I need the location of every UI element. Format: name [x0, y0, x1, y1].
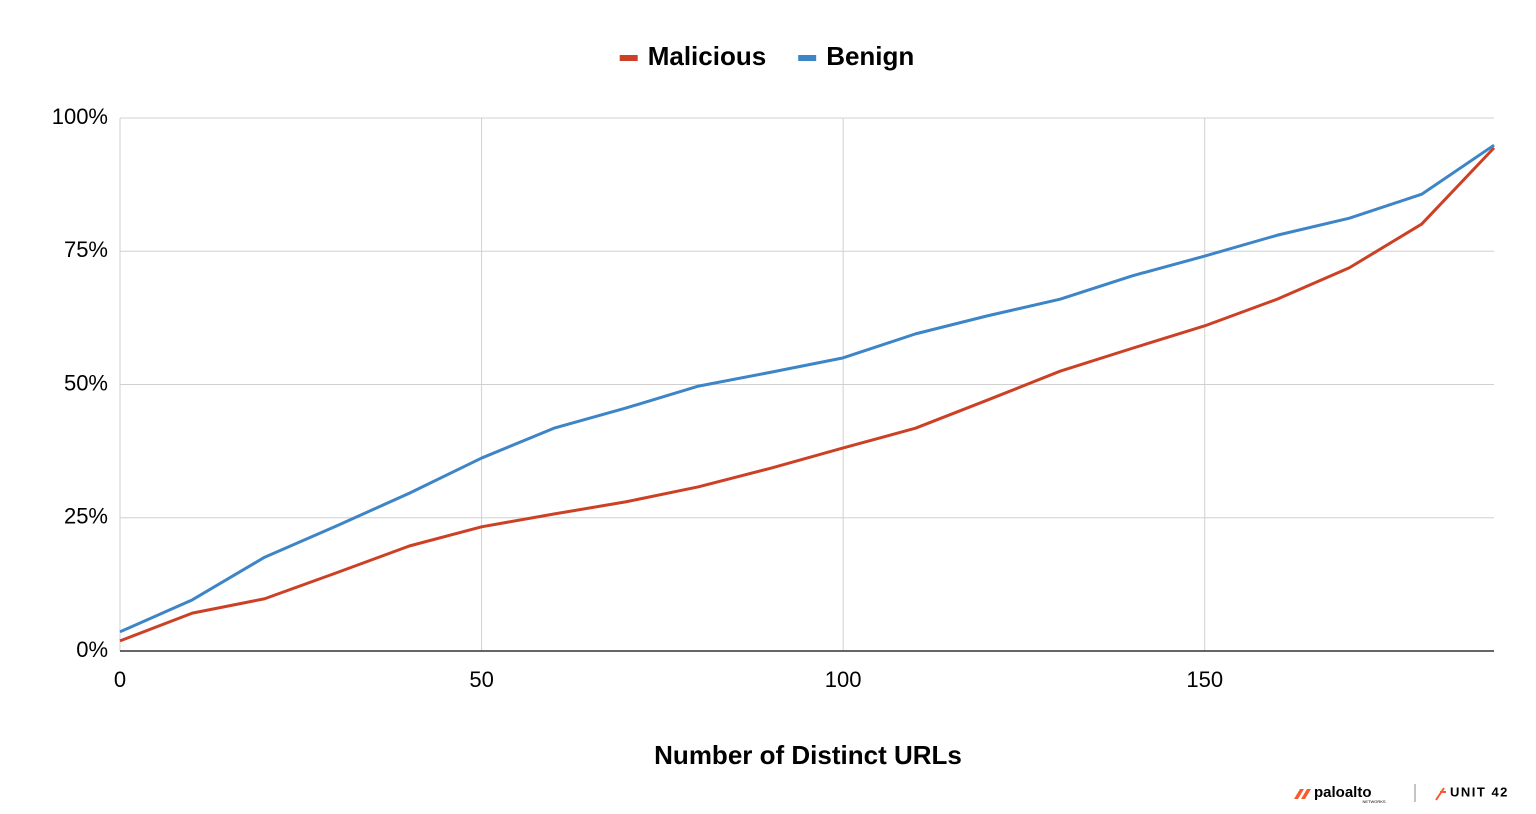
y-tick-label: 75% [64, 237, 108, 262]
x-tick-label: 50 [469, 667, 493, 692]
y-tick-label: 25% [64, 504, 108, 529]
logo-unit: UNIT 42 [1450, 784, 1509, 799]
y-tick-label: 50% [64, 370, 108, 395]
legend-label: Benign [826, 41, 914, 71]
logo-unit-mark [1435, 787, 1446, 801]
legend-swatch [798, 55, 817, 61]
x-axis-title: Number of Distinct URLs [654, 740, 962, 770]
logo-sub: NETWORKS [1362, 799, 1385, 804]
logo-brand: paloalto [1314, 784, 1372, 801]
series-line [119, 146, 1496, 643]
legend-label: Malicious [648, 41, 766, 71]
x-tick-label: 150 [1186, 667, 1223, 692]
x-tick-label: 0 [114, 667, 126, 692]
legend-swatch [619, 55, 638, 61]
series-line [119, 143, 1495, 634]
y-tick-label: 100% [52, 104, 108, 129]
x-tick-label: 100 [825, 667, 862, 692]
legend: Malicious Benign [619, 41, 914, 71]
y-tick-label: 0% [76, 637, 108, 662]
logo: paloalto NETWORKS UNIT 42 [1294, 784, 1509, 804]
logo-mark [1294, 789, 1311, 799]
